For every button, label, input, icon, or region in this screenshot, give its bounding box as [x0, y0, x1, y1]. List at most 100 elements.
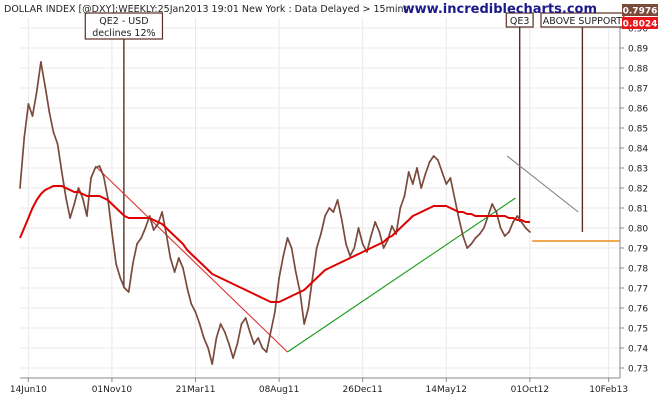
- axes: [20, 18, 621, 379]
- price-point: [499, 227, 502, 229]
- price-point: [52, 131, 55, 133]
- price-point: [449, 177, 452, 179]
- series: [19, 61, 531, 365]
- price-point: [48, 111, 51, 113]
- price-point: [370, 235, 372, 237]
- price-point: [432, 155, 435, 157]
- price-point: [332, 211, 335, 213]
- price-point: [503, 235, 506, 237]
- watermark-text: www.incrediblecharts.com: [403, 2, 597, 17]
- annotation-text: QE3: [510, 16, 530, 27]
- price-point: [98, 165, 101, 167]
- price-point: [529, 231, 531, 233]
- price-point: [102, 175, 105, 177]
- annotation-text: declines 12%: [92, 28, 155, 39]
- annotation-box: [505, 12, 534, 28]
- annotation-box: [84, 12, 164, 40]
- price-point: [177, 257, 180, 259]
- y-tick-label: 0.79: [628, 245, 648, 255]
- trendline-qe2-decline: [94, 165, 288, 353]
- chart-title: DOLLAR INDEX [@DXY]:WEEKLY:25Jan2013 19:…: [4, 4, 409, 15]
- price-point: [94, 167, 97, 169]
- price-point: [508, 231, 510, 233]
- price-point: [140, 237, 143, 239]
- price-point: [148, 215, 151, 217]
- price-point: [399, 207, 402, 209]
- price-point: [437, 159, 439, 161]
- y-tick-label: 0.85: [628, 125, 648, 135]
- price-point: [77, 187, 80, 189]
- price-point: [253, 343, 255, 345]
- price-point: [198, 323, 201, 325]
- price-point: [441, 171, 443, 173]
- price-point: [60, 171, 63, 173]
- price-point: [115, 263, 117, 265]
- price-point: [315, 247, 318, 249]
- price-point: [223, 331, 226, 333]
- price-point: [219, 323, 222, 325]
- price-point: [249, 331, 251, 333]
- annotation-text: ABOVE SUPPORT: [543, 16, 623, 27]
- price-badge: [622, 4, 658, 16]
- price-point: [524, 227, 527, 229]
- y-tick-label: 0.75: [628, 325, 648, 335]
- x-axis-ticks: 14Jun10 01Nov10 21Mar11 08Aug11 26Dec11 14May…: [10, 378, 628, 395]
- price-point: [453, 197, 456, 199]
- price-point: [106, 197, 109, 199]
- price-point: [478, 233, 481, 235]
- x-tick-label: 14May12: [426, 385, 468, 395]
- price-point: [190, 303, 193, 305]
- x-tick-label: 08Aug11: [259, 385, 299, 395]
- price-point: [157, 223, 159, 225]
- price-point: [123, 287, 126, 289]
- price-badge-label: 0.8024: [623, 20, 658, 30]
- price-point: [290, 247, 293, 249]
- annotation-text: QE2 - USD: [99, 16, 148, 27]
- price-point: [40, 61, 42, 63]
- x-tick-label: 26Dec11: [343, 385, 383, 395]
- price-point: [186, 287, 189, 289]
- price-point: [173, 271, 176, 273]
- price-point: [90, 177, 92, 179]
- price-point: [286, 237, 289, 239]
- price-point: [232, 357, 235, 359]
- trendlines: [94, 155, 620, 353]
- price-point: [320, 233, 322, 235]
- price-point: [353, 247, 356, 249]
- price-point: [261, 347, 264, 349]
- price-point: [127, 291, 130, 293]
- price-point: [23, 137, 26, 139]
- price-point: [374, 221, 377, 223]
- price-point: [357, 227, 360, 229]
- price-point: [44, 85, 46, 87]
- price-point: [307, 307, 310, 309]
- price-point: [182, 267, 184, 269]
- y-tick-label: 0.82: [628, 185, 648, 195]
- price-point: [240, 323, 243, 325]
- price-point: [462, 235, 464, 237]
- trendline-qe3-decline: [506, 155, 579, 213]
- price-point: [194, 311, 197, 313]
- price-point: [228, 343, 230, 345]
- price-point: [349, 255, 351, 257]
- price-point: [474, 237, 477, 239]
- price-point: [516, 215, 519, 217]
- trendline-uptrend: [287, 197, 516, 353]
- price-point: [361, 243, 364, 245]
- price-point: [86, 215, 88, 217]
- price-badges: 0.7976 0.8024: [622, 4, 658, 30]
- y-tick-label: 0.73: [628, 365, 648, 375]
- price-point: [31, 115, 34, 117]
- y-tick-label: 0.76: [628, 305, 648, 315]
- price-point: [56, 143, 59, 145]
- price-point: [27, 103, 30, 105]
- y-tick-label: 0.89: [628, 45, 648, 55]
- price-point: [303, 323, 306, 325]
- price-point: [416, 167, 418, 169]
- price-point: [81, 197, 84, 199]
- price-point: [144, 227, 147, 229]
- annotation-lines: [123, 27, 584, 288]
- price-point: [520, 221, 523, 223]
